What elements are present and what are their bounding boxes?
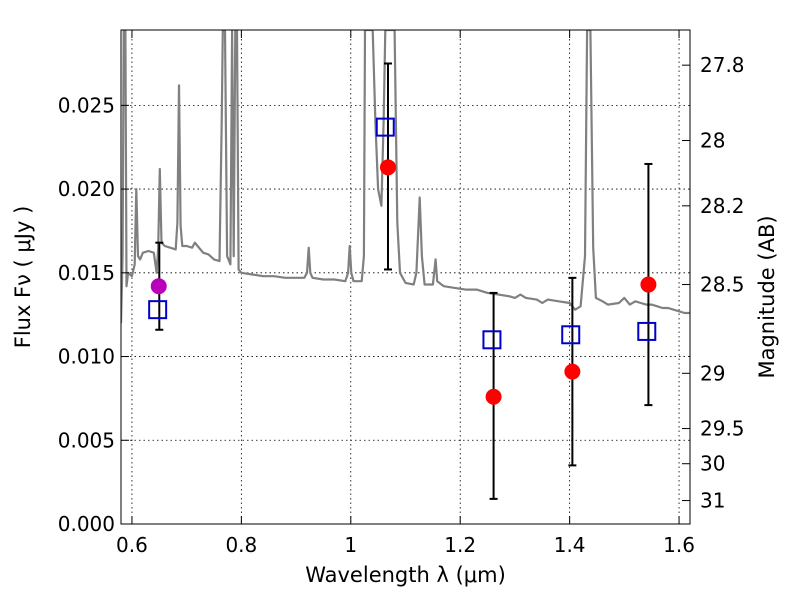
y-tick-label: 0.025 [58, 93, 115, 117]
data-point-square [637, 321, 657, 341]
x-tick-label: 1.6 [663, 533, 695, 557]
right-tick-label: 28 [700, 129, 725, 153]
y-tick-label: 0.020 [58, 177, 115, 201]
x-tick-label: 1 [344, 533, 357, 557]
right-tick-label: 28.5 [700, 273, 745, 297]
right-tick-label: 29 [700, 361, 725, 385]
data-point-square [375, 117, 395, 137]
right-tick-label: 28.2 [700, 194, 745, 218]
x-tick-label: 1.2 [444, 533, 476, 557]
tick-layer [121, 30, 690, 525]
x-tick-label: 0.6 [116, 533, 148, 557]
x-tick-label: 0.8 [225, 533, 257, 557]
right-tick-label: 27.8 [700, 53, 745, 77]
right-tick-label: 30 [700, 452, 725, 476]
spectrum-layer [121, 30, 690, 324]
plot-frame [120, 29, 691, 525]
right-axis-title: Magnitude (AB) [755, 215, 779, 378]
x-axis-title: Wavelength λ (μm) [305, 563, 506, 587]
data-point-circle [379, 159, 396, 176]
right-tick-label: 29.5 [700, 417, 745, 441]
data-point-square [561, 325, 581, 345]
data-point-circle [485, 388, 502, 405]
y-axis-title: Flux Fν ( μJy ) [11, 206, 35, 349]
y-tick-label: 0.015 [58, 261, 115, 285]
grid [121, 30, 690, 524]
data-point-circle [150, 278, 167, 295]
data-point-square [148, 300, 168, 320]
data-point-circle [640, 276, 657, 293]
spectrum-line [121, 30, 690, 324]
y-tick-label: 0.010 [58, 345, 115, 369]
data-point-square [482, 330, 502, 350]
x-tick-label: 1.4 [554, 533, 586, 557]
y-tick-label: 0.005 [58, 428, 115, 452]
label-layer: 0.6 0.8 1 1.2 1.4 1.6 0.000 0.005 0.010 0.015 0.02… [58, 53, 745, 557]
marker-layer [148, 117, 657, 405]
right-tick-label: 31 [700, 489, 725, 513]
data-point-circle [564, 363, 581, 380]
y-tick-label: 0.000 [58, 512, 115, 536]
